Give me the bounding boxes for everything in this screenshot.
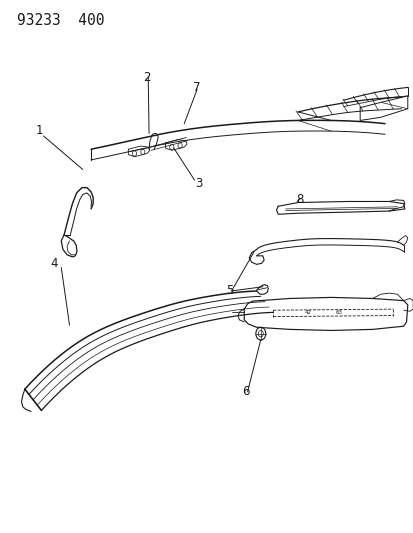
Text: 8: 8 [296, 193, 303, 206]
Text: 7: 7 [192, 82, 200, 94]
Text: 93233  400: 93233 400 [17, 13, 104, 28]
Text: 6: 6 [242, 385, 249, 398]
Text: 63: 63 [335, 310, 342, 315]
Text: 3: 3 [195, 177, 202, 190]
Text: 1: 1 [36, 124, 43, 137]
Text: 4: 4 [50, 257, 57, 270]
Text: 2: 2 [143, 71, 150, 84]
Text: 5: 5 [225, 284, 233, 297]
Text: 42: 42 [304, 310, 311, 315]
